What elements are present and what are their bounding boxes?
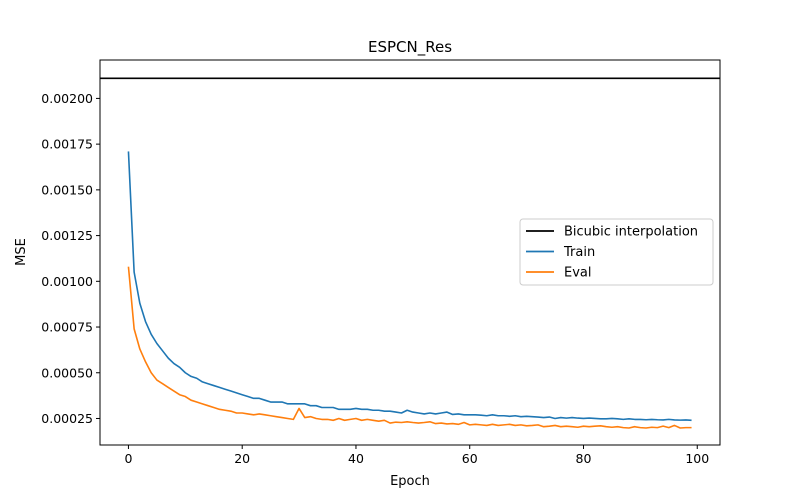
- y-axis: 0.00025 0.00050 0.00075 0.00100 0.00125 0.001…: [41, 91, 100, 426]
- axes-frame: [99, 59, 721, 446]
- y-tick-label: 0.00175: [41, 137, 93, 152]
- legend: Bicubic interpolation Train Eval: [519, 218, 714, 286]
- y-tick-label: 0.00025: [41, 411, 93, 426]
- y-tick-label: 0.00100: [41, 274, 93, 289]
- x-tick-label: 100: [685, 451, 709, 466]
- y-tick-label: 0.00200: [41, 91, 93, 106]
- x-axis-label: Epoch: [390, 474, 430, 489]
- x-tick-label: 80: [576, 451, 592, 466]
- x-axis: 0 20 40 60 80 100: [124, 445, 709, 466]
- x-tick-label: 20: [234, 451, 250, 466]
- series-line-train: [127, 151, 692, 422]
- x-tick-label: 60: [462, 451, 478, 466]
- x-tick-label: 0: [124, 451, 132, 466]
- y-tick-label: 0.00150: [41, 182, 93, 197]
- plot-area: [100, 77, 720, 429]
- x-tick-label: 40: [348, 451, 364, 466]
- y-tick-label: 0.00075: [41, 320, 93, 335]
- legend-box: [519, 218, 714, 286]
- series-line-eval: [127, 266, 692, 429]
- legend-label-train: Train: [563, 245, 595, 260]
- legend-label-eval: Eval: [564, 266, 592, 281]
- y-tick-label: 0.00125: [41, 228, 93, 243]
- chart-title: ESPCN_Res: [368, 38, 452, 57]
- legend-label-bicubic-interpolation: Bicubic interpolation: [564, 225, 698, 240]
- y-tick-label: 0.00050: [41, 365, 93, 380]
- y-axis-label: MSE: [14, 238, 29, 266]
